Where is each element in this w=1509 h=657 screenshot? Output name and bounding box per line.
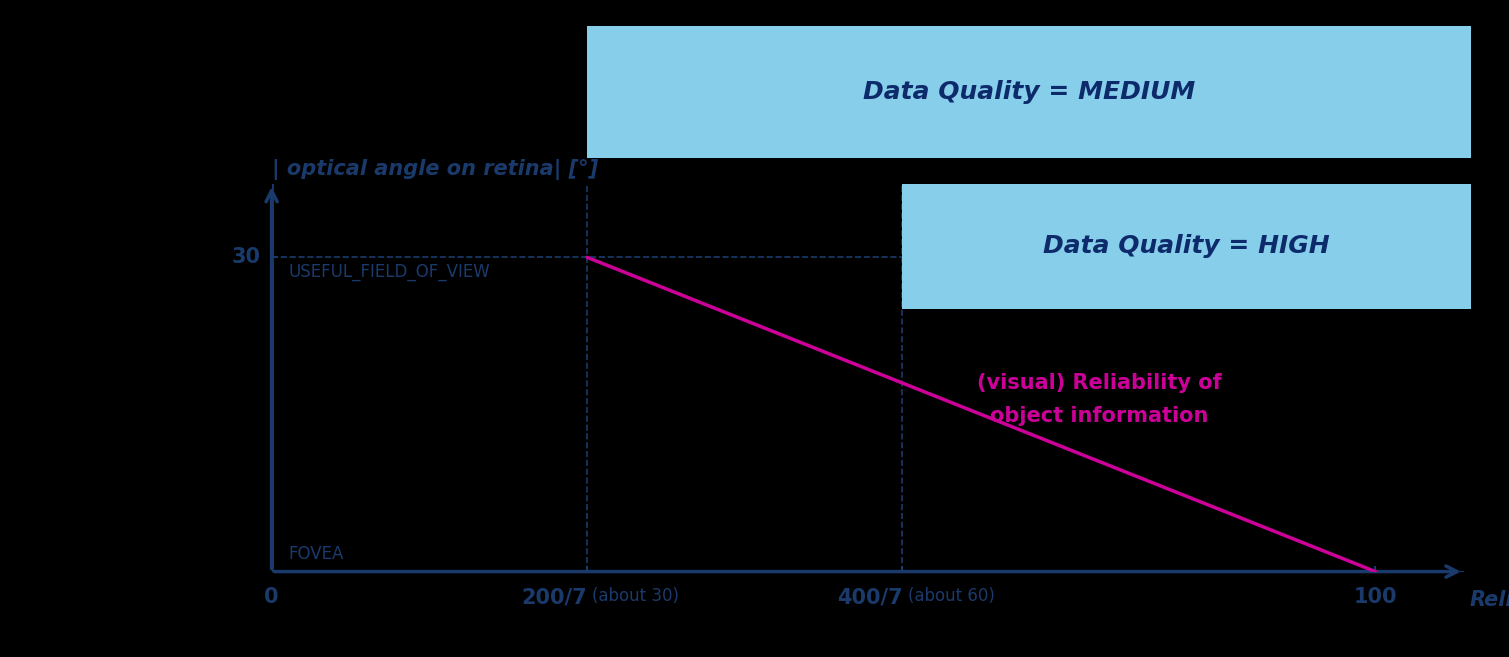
Text: (about 60): (about 60) [908,587,994,605]
Text: object information: object information [990,406,1209,426]
Text: USEFUL_FIELD_OF_VIEW: USEFUL_FIELD_OF_VIEW [288,263,490,281]
Text: 30: 30 [231,247,261,267]
Text: Data Quality = MEDIUM: Data Quality = MEDIUM [863,80,1195,104]
Text: 0: 0 [264,587,279,607]
Text: (visual) Reliability of: (visual) Reliability of [978,373,1222,394]
Text: | optical angle on retina| [°]: | optical angle on retina| [°] [272,159,598,180]
Text: 100: 100 [1354,587,1397,607]
Text: 400/7: 400/7 [836,587,902,607]
Text: Reliability: Reliability [1470,591,1509,610]
Text: 200/7: 200/7 [521,587,587,607]
Text: FOVEA: FOVEA [288,545,344,563]
Text: (about 30): (about 30) [593,587,679,605]
Text: Data Quality = HIGH: Data Quality = HIGH [1044,235,1329,258]
